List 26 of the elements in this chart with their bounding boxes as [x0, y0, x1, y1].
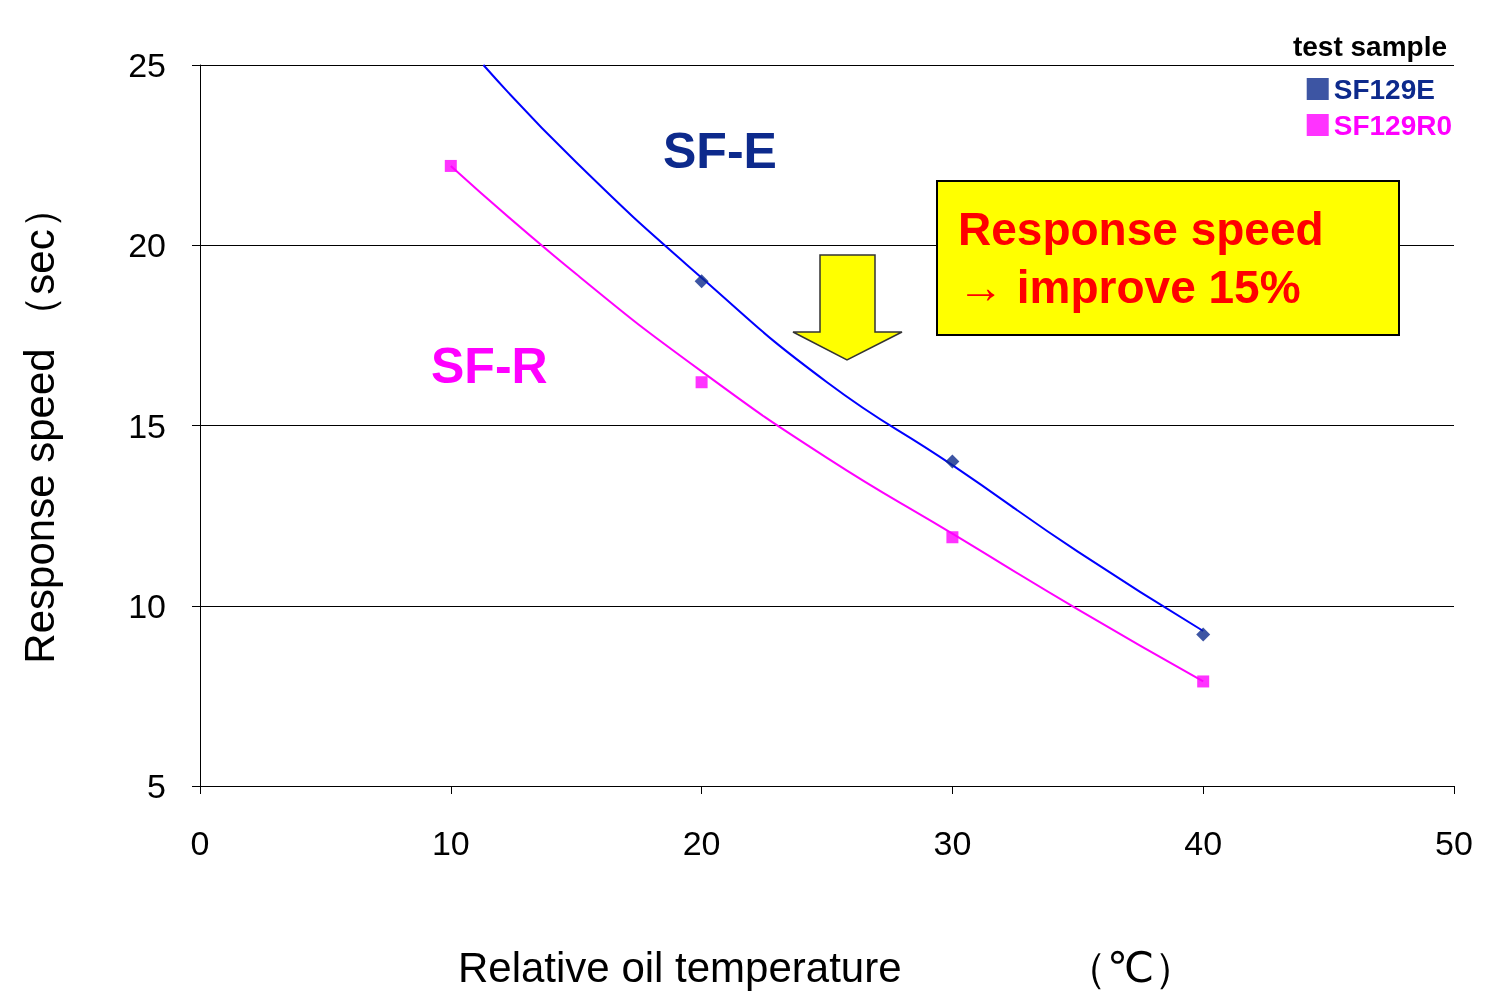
x-tick-label: 40 [1184, 824, 1223, 862]
point [945, 454, 960, 469]
legend-title: test sample [1292, 30, 1448, 62]
annotation: Response speed → improve 15% [936, 180, 1400, 336]
x-tick-label: 10 [431, 824, 470, 862]
y-tick-label: 5 [147, 767, 166, 805]
point [1196, 627, 1211, 642]
x-tick-label: 30 [933, 824, 972, 862]
y-axis-title: Response speed （sec） [15, 187, 63, 664]
point [695, 376, 708, 389]
legend-label: SF129E [1333, 73, 1435, 105]
x-axis-title: Relative oil temperature （℃） [457, 943, 1197, 991]
x-tick-label: 50 [1435, 824, 1473, 862]
point [946, 531, 959, 544]
point [694, 274, 709, 289]
x-tick-label: 20 [682, 824, 721, 862]
y-tick-label: 10 [128, 586, 166, 625]
y-tick-label: 25 [128, 46, 166, 84]
point [1197, 675, 1210, 688]
point [444, 159, 457, 172]
annotation: SF-R [431, 338, 548, 394]
legend-label: SF129R0 [1333, 109, 1453, 141]
y-tick-label: 15 [128, 406, 166, 445]
annotation: SF-E [663, 123, 777, 179]
y-tick-label: 20 [128, 226, 166, 265]
x-tick-label: 0 [190, 824, 210, 862]
